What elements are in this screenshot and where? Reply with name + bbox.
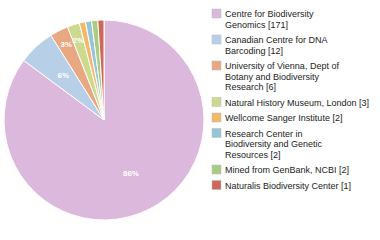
pie-slice xyxy=(4,20,204,220)
legend-label-line: Wellcome Sanger Institute [2] xyxy=(225,113,342,123)
legend-label: Centre for BiodiversityGenomics [171] xyxy=(225,9,314,30)
legend-label-line: Resources [2] xyxy=(225,150,281,160)
legend-label-line: University of Vienna, Dept of xyxy=(225,61,339,71)
legend-item: Centre for BiodiversityGenomics [171] xyxy=(212,9,314,30)
legend-swatch xyxy=(212,35,221,44)
legend-swatch xyxy=(212,129,221,138)
legend-label-line: Barcoding [12] xyxy=(225,46,283,56)
legend-label: Natural History Museum, London [3] xyxy=(225,98,369,108)
data-labels: 86% 6% 3%2% xyxy=(57,36,139,179)
legend-item: Naturalis Biodiversity Center [1] xyxy=(212,181,351,191)
legend-swatch xyxy=(212,113,221,122)
data-label: 86% xyxy=(123,169,139,178)
legend-swatch xyxy=(212,165,221,174)
pie-slice xyxy=(85,21,104,120)
legend-swatch xyxy=(212,61,221,70)
legend-label-line: Research [6] xyxy=(225,82,276,92)
legend-item: Canadian Centre for DNABarcoding [12] xyxy=(212,35,328,56)
legend-label-line: Natural History Museum, London [3] xyxy=(225,98,369,108)
legend-label: Naturalis Biodiversity Center [1] xyxy=(225,181,351,191)
pie xyxy=(4,20,204,220)
pie-slice xyxy=(98,20,104,120)
legend-item: Wellcome Sanger Institute [2] xyxy=(212,113,342,123)
legend-item: Mined from GenBank, NCBI [2] xyxy=(212,165,349,175)
legend-label: Research Center inBiodiversity and Genet… xyxy=(225,129,323,160)
legend-swatch xyxy=(212,9,221,18)
legend-label-line: Canadian Centre for DNA xyxy=(225,35,328,45)
legend-label-line: Genomics [171] xyxy=(225,20,288,30)
legend-label: University of Vienna, Dept ofBotany and … xyxy=(225,61,339,92)
legend-label-line: Research Center in xyxy=(225,129,303,139)
legend-label: Mined from GenBank, NCBI [2] xyxy=(225,165,349,175)
legend-label-line: Botany and Biodiversity xyxy=(225,72,320,82)
pie-slice xyxy=(92,20,104,120)
legend-label-line: Mined from GenBank, NCBI [2] xyxy=(225,165,349,175)
chart: 86% 6% 3%2% Centre for BiodiversityGenomics… xyxy=(0,0,380,240)
legend-label-line: Biodiversity and Genetic xyxy=(225,139,323,149)
legend-label-line: Centre for Biodiversity xyxy=(225,9,314,19)
legend-label: Wellcome Sanger Institute [2] xyxy=(225,113,342,123)
legend-item: University of Vienna, Dept ofBotany and … xyxy=(212,61,339,92)
legend: Centre for BiodiversityGenomics [171] Can… xyxy=(212,9,369,191)
data-label: 2% xyxy=(73,36,85,45)
data-label: 3% xyxy=(60,40,72,49)
legend-label: Canadian Centre for DNABarcoding [12] xyxy=(225,35,328,56)
legend-item: Research Center inBiodiversity and Genet… xyxy=(212,129,323,160)
data-label: 6% xyxy=(57,71,69,80)
legend-item: Natural History Museum, London [3] xyxy=(212,98,369,108)
legend-label-line: Naturalis Biodiversity Center [1] xyxy=(225,181,351,191)
legend-swatch xyxy=(212,181,221,190)
legend-swatch xyxy=(212,98,221,107)
